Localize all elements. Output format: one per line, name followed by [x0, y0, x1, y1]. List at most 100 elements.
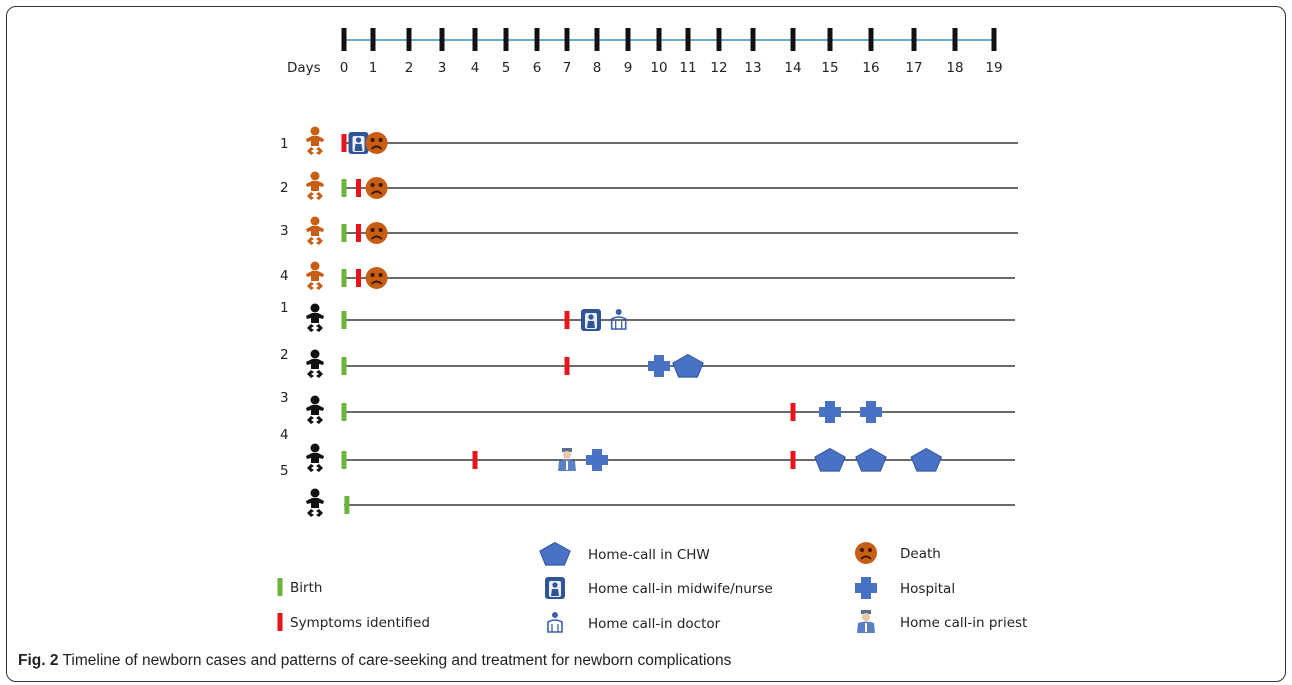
- death-icon: [365, 132, 388, 154]
- midwife-icon: [581, 309, 601, 331]
- axis-tick-1: [370, 28, 376, 51]
- birth-icon: [344, 496, 350, 514]
- legend-item-doctor: Home call-in doctor: [547, 612, 721, 633]
- axis-label: Days: [287, 60, 321, 76]
- caption-label: Fig. 2: [18, 652, 59, 669]
- axis-tick-8: [594, 28, 600, 51]
- axis-tick-18: [952, 28, 958, 51]
- axis-tick-label-19: 19: [985, 60, 1002, 76]
- axis-tick-17: [911, 28, 917, 51]
- timeline-diagram: Days 0 1 2 3 4 5 6 7 8 9 10 11 12 13 14 15 16 17 18 19 12341…: [277, 28, 1027, 633]
- doctor-icon: [547, 612, 563, 633]
- figure-caption: Fig. 2 Timeline of newborn cases and pat…: [18, 652, 731, 670]
- legend-item-hospital: Hospital: [855, 577, 955, 599]
- green-bar-icon: [277, 578, 283, 596]
- newborn-icon: [306, 349, 324, 378]
- axis-tick-label-12: 12: [710, 60, 727, 76]
- axis-tick-3: [439, 28, 445, 51]
- case-label: 2: [280, 180, 289, 196]
- axis-tick-13: [750, 28, 756, 51]
- axis-tick-12: [716, 28, 722, 51]
- axis-tick-11: [685, 28, 691, 51]
- symptoms-icon: [790, 451, 796, 469]
- newborn-icon: [306, 171, 324, 200]
- axis-tick-5: [503, 28, 509, 51]
- chw-icon: [814, 447, 846, 472]
- legend-item-priest: Home call-in priest: [857, 610, 1027, 633]
- red-bar-icon: [277, 613, 283, 631]
- axis-tick-label-4: 4: [471, 60, 480, 76]
- case-label: 4: [280, 427, 289, 443]
- death-icon: [365, 222, 388, 244]
- symptoms-icon: [564, 357, 570, 375]
- case-row: 3: [280, 216, 1018, 245]
- axis-tick-label-9: 9: [624, 60, 633, 76]
- chw-icon: [672, 353, 704, 378]
- newborn-icon: [306, 443, 324, 472]
- axis-tick-7: [564, 28, 570, 51]
- birth-icon: [341, 269, 347, 287]
- case-row: 2: [280, 347, 1015, 378]
- day-axis: Days 0 1 2 3 4 5 6 7 8 9 10 11 12 13 14 15 16 17 18 19: [287, 28, 1003, 76]
- birth-icon: [341, 224, 347, 242]
- legend-item-midwife: Home call-in midwife/nurse: [545, 577, 773, 599]
- axis-tick-label-5: 5: [502, 60, 511, 76]
- newborn-icon: [306, 303, 324, 332]
- legend: Birth Symptoms identified Home-call in CHW…: [277, 541, 1027, 633]
- newborn-icon: [306, 395, 324, 424]
- hospital-icon: [586, 449, 608, 471]
- axis-tick-19: [991, 28, 997, 51]
- axis-tick-4: [472, 28, 478, 51]
- legend-label-chw: Home-call in CHW: [588, 547, 710, 563]
- case-label: 3: [280, 390, 289, 406]
- doctor-icon: [610, 309, 627, 330]
- newborn-icon: [306, 488, 324, 517]
- axis-tick-6: [534, 28, 540, 51]
- death-icon: [365, 267, 388, 289]
- axis-tick-label-2: 2: [405, 60, 414, 76]
- hospital-icon: [648, 355, 670, 377]
- axis-tick-label-6: 6: [533, 60, 542, 76]
- axis-tick-label-13: 13: [744, 60, 761, 76]
- legend-label-birth: Birth: [290, 580, 322, 596]
- hospital-icon: [860, 401, 882, 423]
- axis-tick-label-17: 17: [905, 60, 922, 76]
- case-row: 4: [280, 261, 1015, 290]
- legend-label-midwife: Home call-in midwife/nurse: [588, 581, 773, 597]
- axis-tick-label-18: 18: [946, 60, 963, 76]
- axis-tick-label-16: 16: [862, 60, 879, 76]
- figure-border: [6, 6, 1286, 682]
- axis-tick-15: [827, 28, 833, 51]
- axis-tick-10: [656, 28, 662, 51]
- axis-tick-9: [625, 28, 631, 51]
- newborn-icon: [306, 216, 324, 245]
- chw-icon: [855, 447, 887, 472]
- symptoms-icon: [790, 403, 796, 421]
- midwife-icon: [348, 132, 369, 154]
- axis-tick-14: [790, 28, 796, 51]
- axis-tick-2: [406, 28, 412, 51]
- birth-icon: [341, 357, 347, 375]
- chw-icon: [910, 447, 943, 472]
- legend-label-doctor: Home call-in doctor: [588, 616, 721, 632]
- axis-tick-16: [868, 28, 874, 51]
- legend-item-birth: Birth: [277, 578, 322, 596]
- case-row: 2: [280, 171, 1018, 200]
- axis-tick-label-7: 7: [563, 60, 572, 76]
- cross-icon: [855, 577, 877, 599]
- newborn-icon: [306, 126, 324, 155]
- case-label: 1: [280, 300, 289, 316]
- priest-icon: [857, 610, 875, 633]
- legend-label-death: Death: [900, 546, 941, 562]
- case-label: 3: [280, 223, 289, 239]
- legend-label-hospital: Hospital: [900, 581, 955, 597]
- case-label: 4: [280, 268, 289, 284]
- axis-tick-label-8: 8: [593, 60, 602, 76]
- axis-tick-label-11: 11: [679, 60, 696, 76]
- caption-text: Timeline of newborn cases and patterns o…: [58, 652, 732, 669]
- birth-icon: [341, 451, 347, 469]
- sad-face-icon: [855, 542, 877, 564]
- axis-tick-label-15: 15: [821, 60, 838, 76]
- axis-tick-label-1: 1: [369, 60, 378, 76]
- symptoms-icon: [356, 224, 361, 242]
